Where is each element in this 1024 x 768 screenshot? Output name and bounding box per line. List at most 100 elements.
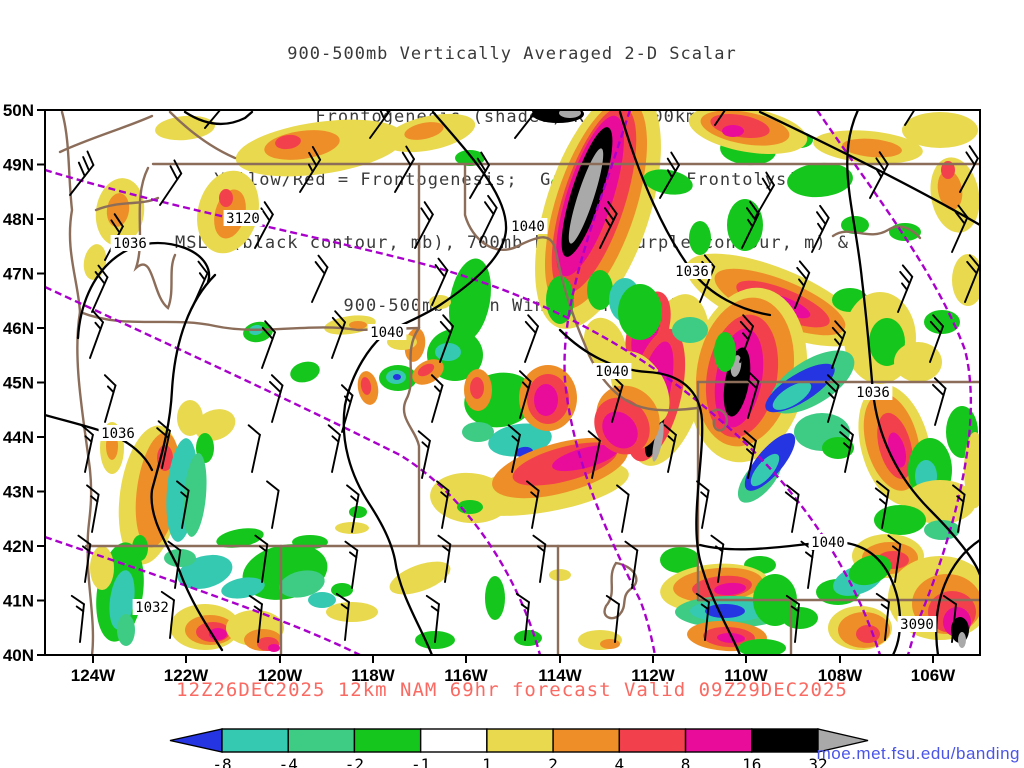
- shading-blob: [618, 284, 662, 340]
- shading-blob: [221, 577, 265, 599]
- lat-tick-label: 40N: [3, 646, 34, 665]
- wind-barb: [335, 592, 350, 641]
- shading-blob: [393, 374, 401, 380]
- wind-barb: [605, 594, 620, 643]
- wind-barb: [437, 534, 452, 583]
- colorbar-left-arrow: [169, 728, 223, 753]
- colorbar-segment: [684, 728, 753, 753]
- wind-barb: [710, 534, 725, 583]
- wind-barb: [436, 480, 450, 529]
- mslp-contour-label: 1040: [595, 364, 629, 380]
- wind-barb: [932, 377, 947, 426]
- shading-blob: [455, 150, 485, 166]
- colorbar-segment: [618, 728, 687, 753]
- wind-barb: [191, 260, 209, 309]
- wind-barb: [344, 540, 359, 589]
- shading-blob: [194, 409, 236, 441]
- mslp-contour-label: 1036: [675, 264, 709, 280]
- lon-tick-label: 116W: [444, 666, 488, 685]
- lat-tick-label: 42N: [3, 537, 34, 556]
- shading-blob: [660, 547, 700, 573]
- shading-blob: [856, 625, 880, 643]
- wind-barb: [479, 194, 498, 243]
- state-border: [78, 310, 421, 332]
- shading-blob: [772, 382, 812, 410]
- wind-barb: [825, 374, 840, 423]
- colorbar-segment: [353, 728, 422, 753]
- wind-barb: [247, 424, 261, 473]
- wind-barb: [904, 110, 927, 126]
- lon-tick-label: 112W: [631, 666, 675, 685]
- shading-blob: [787, 162, 853, 198]
- mslp-contour: [150, 273, 224, 652]
- colorbar-segment: [552, 728, 621, 753]
- wind-barb: [248, 594, 263, 643]
- shading-blob: [738, 639, 786, 655]
- wind-barb: [507, 424, 521, 473]
- shading-blob: [952, 254, 980, 306]
- shading-blob: [470, 377, 484, 399]
- wind-barb: [269, 374, 284, 423]
- colorbar-tick-label: 32: [808, 755, 827, 768]
- mslp-contour: [76, 241, 211, 340]
- mslp-contour-label: 1040: [511, 219, 545, 235]
- wind-barb: [515, 592, 530, 641]
- mslp-contour: [935, 538, 980, 655]
- credit-url-link[interactable]: moe.met.fsu.edu/banding: [816, 744, 1020, 763]
- shading-blob: [937, 170, 963, 210]
- shading-blob: [349, 321, 367, 329]
- wind-barb: [951, 204, 969, 253]
- wind-barb: [167, 540, 182, 589]
- contour-label-box: [223, 210, 263, 226]
- shading-blob: [714, 332, 736, 372]
- contour-label-box: [110, 235, 150, 251]
- wind-barb: [414, 201, 434, 249]
- lon-tick-label: 118W: [351, 666, 395, 685]
- title-line-1: 900-500mb Vertically Averaged 2-D Scalar: [287, 44, 737, 64]
- shading-blob: [894, 342, 942, 382]
- colorbar-tick-label: -8: [212, 755, 231, 768]
- shading-blob: [488, 423, 552, 457]
- wind-barb: [254, 534, 269, 583]
- lat-tick-label: 50N: [3, 101, 34, 120]
- wind-barb: [952, 484, 966, 533]
- wind-barb: [811, 204, 830, 253]
- lat-tick-label: 46N: [3, 319, 34, 338]
- shading-blob: [869, 318, 905, 366]
- shading-blob: [549, 569, 571, 581]
- shading-blob: [331, 583, 353, 597]
- wind-barb: [439, 314, 454, 363]
- colorbar-segment: [486, 728, 554, 753]
- state-border: [133, 166, 177, 310]
- shading-blob: [600, 639, 620, 649]
- wind-barb: [839, 424, 854, 473]
- wind-barb: [430, 374, 444, 423]
- shading-blob: [417, 363, 435, 377]
- wind-barb: [518, 370, 532, 419]
- state-border: [58, 114, 154, 154]
- wind-barb: [616, 484, 630, 533]
- map-frame-and-axes: 50N 49N 48N 47N 46N 45N 44N 43N 42N 41N 40N 124W 122…: [3, 101, 981, 685]
- wind-barb: [103, 374, 117, 423]
- 700mb-height-contour: [46, 286, 542, 655]
- colorbar-right-arrow: [817, 728, 869, 753]
- shading-blob: [219, 189, 233, 207]
- shading-blob: [268, 644, 280, 652]
- shading-blob: [782, 607, 818, 629]
- wind-barb: [514, 110, 540, 139]
- shading-blob: [643, 169, 693, 195]
- shading-blob: [216, 528, 264, 548]
- colorbar-tick-label: 1: [482, 755, 492, 768]
- wind-barb: [431, 257, 449, 306]
- wind-barb: [663, 424, 677, 473]
- wind-barb: [331, 310, 346, 359]
- wind-barb: [745, 370, 760, 419]
- shading-blob: [568, 148, 604, 244]
- lon-tick-label: 108W: [818, 666, 863, 685]
- lon-tick-label: 110W: [724, 666, 768, 685]
- state-border: [463, 162, 700, 412]
- wind-barb: [929, 314, 944, 363]
- state-border: [168, 110, 237, 160]
- state-border: [831, 225, 922, 240]
